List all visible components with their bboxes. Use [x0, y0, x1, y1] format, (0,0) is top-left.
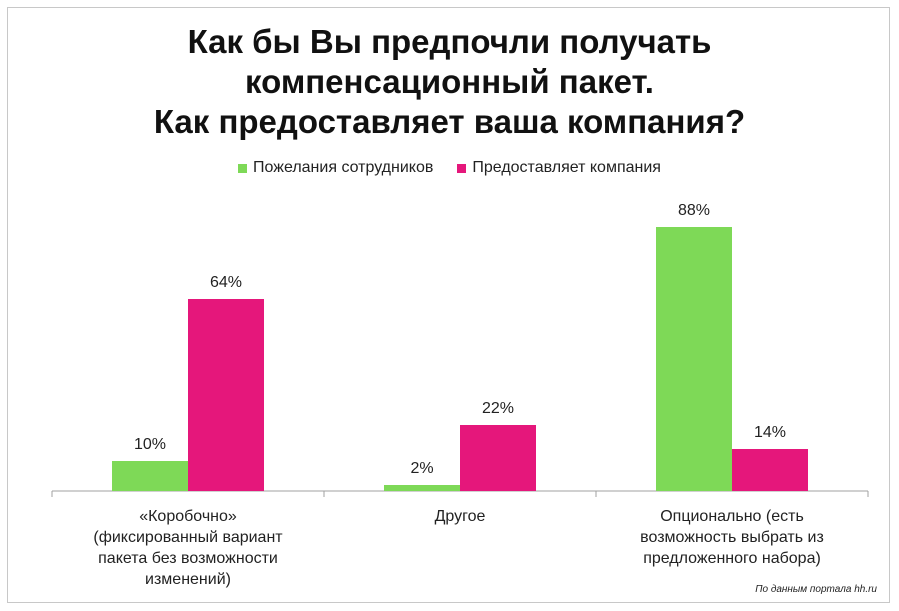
legend-label-employees: Пожелания сотрудников: [253, 159, 434, 176]
bar-company: [460, 425, 536, 491]
category-label: предложенного набора): [643, 550, 821, 567]
category-label: Другое: [435, 508, 486, 525]
bar-employees: [384, 485, 460, 491]
category-label: (фиксированный вариант: [93, 529, 283, 546]
legend: Пожелания сотрудников Предоставляет комп…: [0, 159, 899, 177]
data-label: 2%: [410, 460, 433, 477]
legend-item-company: Предоставляет компания: [457, 159, 661, 177]
legend-swatch-employees: [238, 163, 248, 173]
source-note: По данным портала hh.ru: [755, 584, 877, 595]
data-label: 22%: [482, 400, 514, 417]
title-line-1: Как бы Вы предпочли получать: [187, 23, 712, 60]
legend-item-employees: Пожелания сотрудников: [238, 159, 433, 177]
category-label: Опционально (есть: [660, 508, 804, 525]
title-line-3: Как предоставляет ваша компания?: [153, 103, 746, 140]
legend-swatch-company: [457, 163, 467, 173]
title-line-2: компенсационный пакет.: [245, 63, 654, 100]
data-label: 88%: [678, 202, 710, 219]
legend-label-company: Предоставляет компания: [472, 159, 661, 176]
bar-employees: [112, 461, 188, 491]
category-label: пакета без возможности: [98, 550, 278, 567]
bar-company: [732, 449, 808, 491]
chart-frame: [7, 7, 890, 603]
category-label: возможность выбрать из: [640, 529, 824, 546]
category-label: «Коробочно»: [139, 508, 237, 525]
bar-employees: [656, 227, 732, 491]
data-label: 14%: [754, 424, 786, 441]
chart-title: Как бы Вы предпочли получать компенсацио…: [0, 22, 899, 142]
data-label: 64%: [210, 274, 242, 291]
bar-company: [188, 299, 264, 491]
category-label: изменений): [145, 571, 231, 588]
data-label: 10%: [134, 436, 166, 453]
